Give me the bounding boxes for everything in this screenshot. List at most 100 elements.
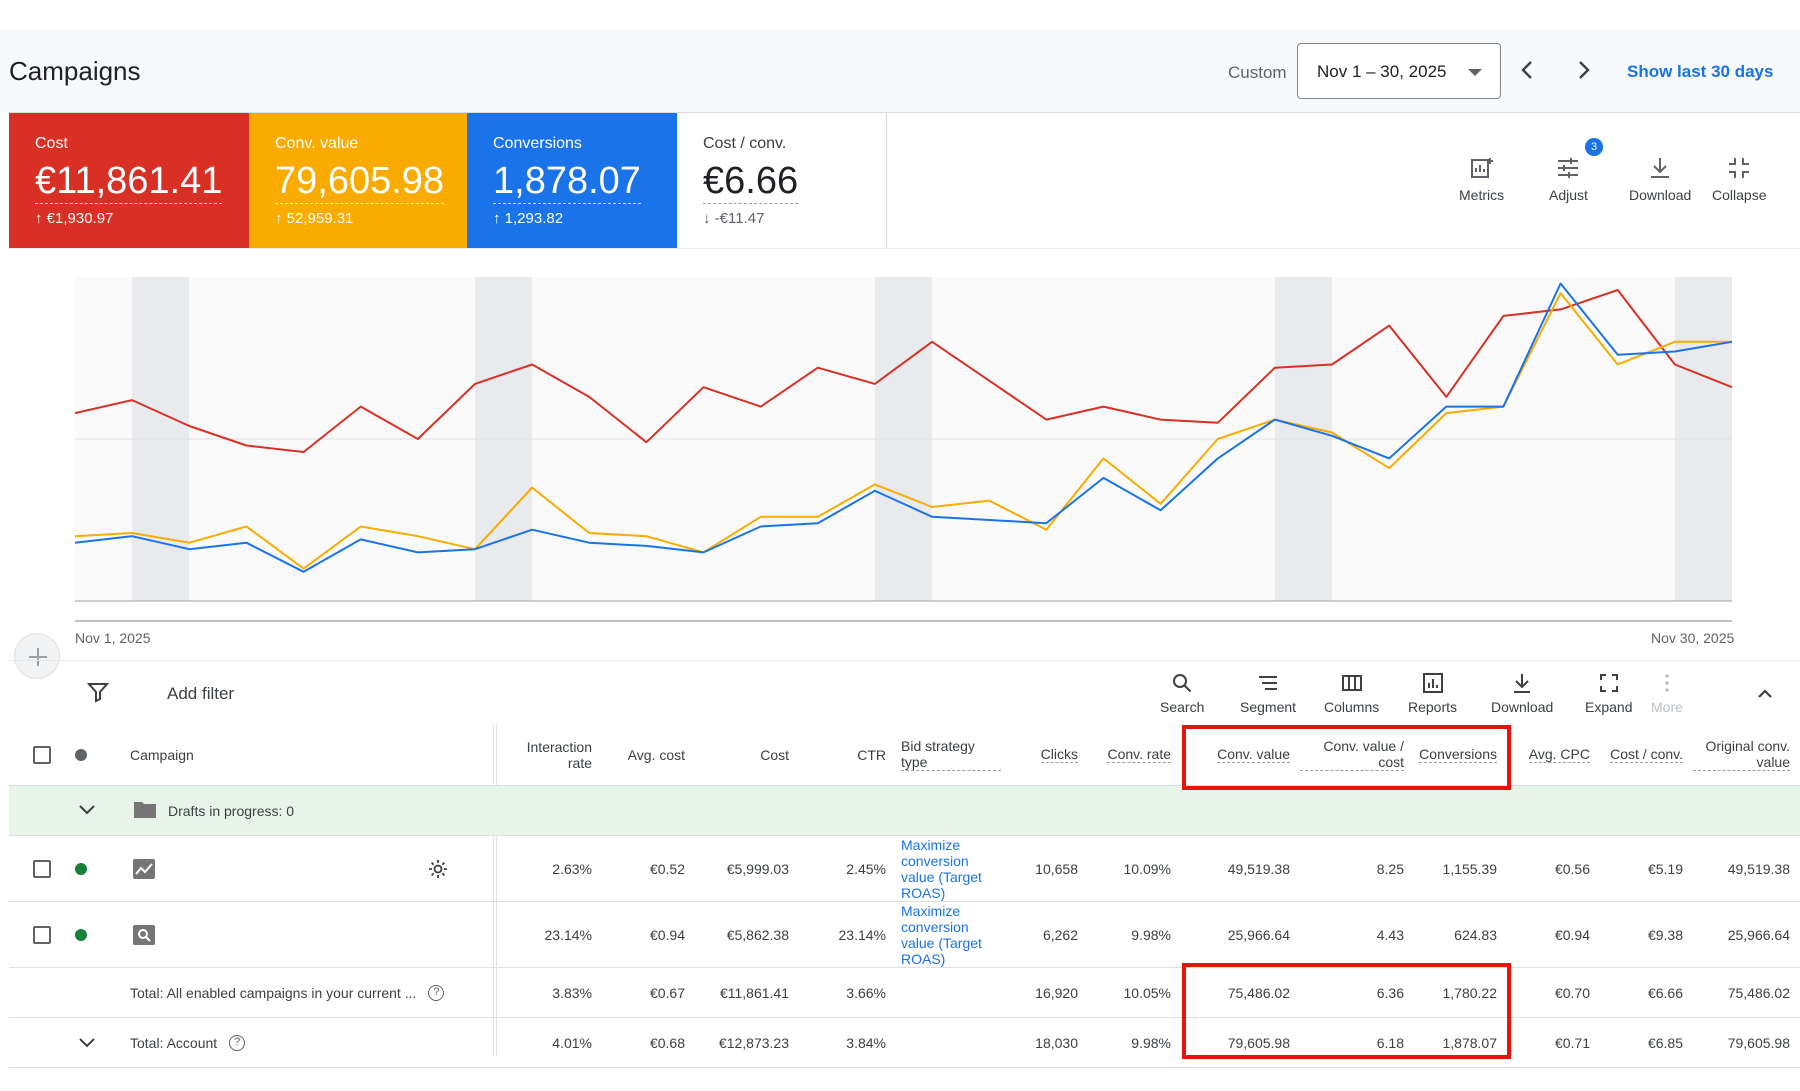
cell-conv-value: 25,966.64 xyxy=(1227,926,1290,943)
chevron-up-icon[interactable] xyxy=(1754,683,1776,705)
column-divider xyxy=(493,724,494,1056)
column-divider xyxy=(496,724,497,1056)
columns-button[interactable]: Columns xyxy=(1324,671,1379,715)
date-range-dropdown[interactable]: Nov 1 – 30, 2025 xyxy=(1297,43,1501,99)
header-bid-strategy-type[interactable]: Bid strategy type xyxy=(893,724,1001,785)
adjust-button[interactable]: 3 Adjust xyxy=(1549,138,1603,203)
header-avg-cost[interactable]: Avg. cost xyxy=(602,724,695,785)
cell-avg-cost: €0.67 xyxy=(649,984,685,1001)
page-header: Campaigns Custom Nov 1 – 30, 2025 Show l… xyxy=(0,30,1800,112)
status-enabled-icon[interactable] xyxy=(75,929,87,941)
next-period-button[interactable] xyxy=(1565,52,1601,88)
tune-icon xyxy=(1558,158,1579,178)
row-checkbox[interactable] xyxy=(33,926,51,944)
header-conv-rate[interactable]: Conv. rate xyxy=(1088,724,1181,785)
table-row[interactable]: 2.63% €0.52 €5,999.03 2.45% Maximize con… xyxy=(9,836,1800,902)
total-row: Total: All enabled campaigns in your cur… xyxy=(9,968,1800,1018)
header-ctr[interactable]: CTR xyxy=(799,724,896,785)
highlight-box-headers xyxy=(1182,725,1511,790)
redacted-campaign-name xyxy=(167,849,395,901)
search-campaign-icon xyxy=(133,925,155,945)
segment-label: Segment xyxy=(1240,699,1297,715)
reports-button[interactable]: Reports xyxy=(1408,671,1457,715)
bid-strategy-link[interactable]: Maximize conversion value (Target ROAS) xyxy=(901,902,982,967)
header-label: Bid strategy type xyxy=(901,738,1001,771)
cell-cost-per-conv: €6.85 xyxy=(1647,1034,1683,1051)
table-toolbar: Add filter Search Segment Columns Report… xyxy=(9,660,1800,724)
header-interaction-rate[interactable]: Interaction rate xyxy=(499,724,602,785)
help-icon[interactable]: ? xyxy=(428,984,445,1001)
scorecard-conversions[interactable]: Conversions 1,878.07 ↑ 1,293.82 xyxy=(467,113,677,248)
search-button[interactable]: Search xyxy=(1160,671,1204,715)
cell-conv-rate: 10.09% xyxy=(1123,860,1171,877)
chevron-down-icon[interactable] xyxy=(77,802,97,818)
add-chart-button[interactable] xyxy=(14,633,60,679)
scorecard-label: Cost xyxy=(35,135,68,152)
expand-button[interactable]: Expand xyxy=(1585,671,1632,715)
cell-conv-value: 49,519.38 xyxy=(1227,860,1290,877)
cell-bid-strategy: Maximize conversion value (Target ROAS) xyxy=(893,836,995,901)
download-label: Download xyxy=(1491,699,1554,715)
header-cost-per-conv[interactable]: Cost / conv. xyxy=(1600,724,1693,785)
header-cost[interactable]: Cost xyxy=(695,724,799,785)
chevron-down-icon[interactable] xyxy=(77,1035,97,1051)
conv-value-series-line xyxy=(74,292,1732,570)
collapse-label: Collapse xyxy=(1712,187,1767,203)
header-label: Clicks xyxy=(1040,746,1078,763)
more-button[interactable]: More xyxy=(1651,671,1683,715)
show-last-30-days-link[interactable]: Show last 30 days xyxy=(1627,62,1774,81)
header-avg-cpc[interactable]: Avg. CPC xyxy=(1507,724,1600,785)
settings-gear-icon[interactable] xyxy=(427,858,449,880)
scorecard-value: 1,878.07 xyxy=(493,160,641,204)
previous-period-button[interactable] xyxy=(1510,52,1546,88)
metrics-button[interactable]: Metrics xyxy=(1459,155,1504,203)
download-table-button[interactable]: Download xyxy=(1491,671,1553,715)
header-conversions[interactable]: Conversions xyxy=(1414,724,1507,785)
header-label: Avg. cost xyxy=(627,746,685,763)
collapse-chart-button[interactable]: Collapse xyxy=(1712,155,1766,203)
more-vert-icon xyxy=(1665,674,1669,692)
cell-cost-per-conv: €6.66 xyxy=(1647,984,1683,1001)
cell-conv-rate: 9.98% xyxy=(1131,926,1171,943)
expand-icon xyxy=(1599,674,1618,692)
cell-cost: €11,861.41 xyxy=(719,984,789,1001)
performance-max-icon xyxy=(133,859,155,879)
cell-clicks: 16,920 xyxy=(1035,984,1078,1001)
bid-strategy-link[interactable]: Maximize conversion value (Target ROAS) xyxy=(901,836,982,901)
page-title: Campaigns xyxy=(9,56,141,86)
columns-label: Columns xyxy=(1324,699,1380,715)
search-label: Search xyxy=(1160,699,1205,715)
row-checkbox[interactable] xyxy=(33,860,51,878)
cell-avg-cost: €0.52 xyxy=(649,860,685,877)
cell-conversions: 624.83 xyxy=(1454,926,1497,943)
header-conv-value[interactable]: Conv. value xyxy=(1181,724,1300,785)
top-spacer xyxy=(0,0,1800,30)
select-all-checkbox[interactable] xyxy=(33,746,51,764)
cell-bid-strategy: Maximize conversion value (Target ROAS) xyxy=(893,902,995,967)
cell-ctr: 2.45% xyxy=(846,860,886,877)
status-enabled-icon[interactable] xyxy=(75,863,87,875)
cell-conv-value: 79,605.98 xyxy=(1227,1034,1290,1051)
status-column-icon[interactable] xyxy=(75,749,87,761)
scorecard-delta: ↓ -€11.47 xyxy=(703,210,765,227)
table-row[interactable]: 23.14% €0.94 €5,862.38 23.14% Maximize c… xyxy=(9,902,1800,968)
segment-button[interactable]: Segment xyxy=(1240,671,1296,715)
header-label: Conv. value / cost xyxy=(1300,738,1404,771)
header-campaign[interactable]: Campaign xyxy=(130,746,194,763)
performance-chart: Nov 1, 2025 Nov 30, 2025 xyxy=(9,248,1800,658)
cell-original-conv-value: 79,605.98 xyxy=(1727,1034,1790,1051)
cell-conversions: 1,780.22 xyxy=(1442,984,1498,1001)
scorecard-conv-value[interactable]: Conv. value 79,605.98 ↑ 52,959.31 xyxy=(249,113,467,248)
header-original-conv-value[interactable]: Original conv. value xyxy=(1693,724,1800,785)
header-label: Conv. value xyxy=(1217,746,1290,763)
add-filter-button[interactable]: Add filter xyxy=(167,684,235,703)
scorecard-cost[interactable]: Cost €11,861.41 ↑ €1,930.97 xyxy=(9,113,249,248)
scorecard-cost-per-conv[interactable]: Cost / conv. €6.66 ↓ -€11.47 xyxy=(677,113,887,248)
filter-icon[interactable] xyxy=(87,681,109,703)
download-chart-button[interactable]: Download xyxy=(1629,155,1691,203)
header-conv-value-cost[interactable]: Conv. value / cost xyxy=(1300,724,1414,785)
cell-avg-cpc: €0.56 xyxy=(1554,860,1590,877)
header-clicks[interactable]: Clicks xyxy=(995,724,1088,785)
help-icon[interactable]: ? xyxy=(229,1034,246,1051)
metrics-label: Metrics xyxy=(1459,187,1505,203)
